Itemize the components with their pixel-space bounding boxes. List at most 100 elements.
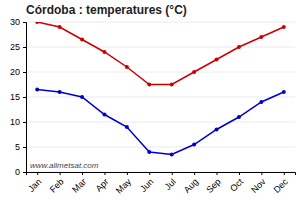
- tick-mark: [23, 97, 26, 98]
- tick-mark: [37, 172, 38, 175]
- tick: 0: [15, 167, 26, 177]
- marker: [215, 58, 219, 62]
- tick-mark: [149, 172, 150, 175]
- tick-label: Sep: [204, 177, 222, 195]
- line: [37, 90, 284, 155]
- tick: Jan: [26, 172, 43, 194]
- grid: [26, 22, 295, 172]
- tick-label: Jul: [163, 177, 178, 192]
- x-axis: Jan FebMar AprMay Jun Jul AugSep OctNovDec: [26, 172, 295, 196]
- marker: [215, 128, 219, 132]
- grid-line: [26, 72, 295, 73]
- tick-label: May: [114, 176, 133, 195]
- annotation: www.allmetsat.com: [30, 161, 99, 170]
- grid-line: [26, 22, 295, 23]
- marker: [259, 100, 263, 104]
- marker: [147, 150, 151, 154]
- tick-label: Jun: [138, 177, 155, 194]
- tick: Apr: [94, 172, 111, 194]
- title: Córdoba : temperatures (°C): [26, 3, 187, 17]
- chart: 0 5 10 15 20 25 30 Jan FebMar AprMay Jun Jul AugSep O…: [0, 0, 305, 200]
- tick: Jun: [138, 172, 155, 194]
- axis-line: [27, 173, 296, 176]
- marker: [58, 25, 62, 29]
- marker: [282, 25, 286, 29]
- grid-line: [26, 97, 295, 98]
- tick: Mar: [70, 172, 88, 195]
- tick-mark: [23, 172, 26, 173]
- tick-label: 5: [15, 142, 20, 152]
- tick: Jul: [163, 172, 178, 192]
- tick-mark: [23, 147, 26, 148]
- tick-mark: [261, 172, 262, 175]
- tick-label: 0: [15, 167, 20, 177]
- grid-line: [26, 147, 295, 148]
- tick: Dec: [272, 172, 291, 195]
- marker: [35, 88, 39, 92]
- tick-label: Nov: [249, 176, 268, 195]
- marker: [170, 153, 174, 157]
- tick-mark: [217, 172, 218, 175]
- axis-line: [23, 23, 27, 173]
- tick-mark: [104, 172, 105, 175]
- tick: Feb: [48, 172, 66, 195]
- marker: [125, 65, 129, 69]
- tick-mark: [82, 172, 83, 175]
- tick-mark: [23, 47, 26, 48]
- marker: [282, 90, 286, 94]
- markers: [35, 88, 286, 157]
- tick: 15: [10, 92, 26, 102]
- tick-mark: [127, 172, 128, 175]
- tick: Nov: [249, 172, 268, 195]
- tick-label: 15: [10, 92, 20, 102]
- tick-label: Dec: [272, 176, 291, 195]
- marker: [170, 83, 174, 87]
- markers: [35, 22, 286, 87]
- tick: Aug: [182, 172, 200, 195]
- marker: [58, 90, 62, 94]
- marker: [147, 83, 151, 87]
- tick: 25: [10, 42, 26, 52]
- tick: May: [114, 172, 133, 196]
- tick-label: Mar: [70, 177, 88, 195]
- tick-label: 30: [10, 17, 20, 27]
- marker: [80, 95, 84, 99]
- tick-mark: [23, 22, 26, 23]
- marker: [192, 70, 196, 74]
- plot-area: 0 5 10 15 20 25 30 Jan FebMar AprMay Jun Jul AugSep O…: [10, 17, 296, 195]
- grid-line: [26, 47, 295, 48]
- tick-label: Aug: [182, 177, 200, 195]
- marker: [80, 38, 84, 42]
- tick: 20: [10, 67, 26, 77]
- tick-label: Apr: [94, 177, 111, 194]
- y-axis: 0 5 10 15 20 25 30: [10, 17, 27, 177]
- tick-label: 20: [10, 67, 20, 77]
- tick-label: Oct: [228, 176, 245, 193]
- grid-line: [26, 122, 295, 123]
- marker: [35, 22, 39, 24]
- line: [37, 22, 284, 85]
- marker: [102, 50, 106, 54]
- tick: Oct: [228, 172, 245, 194]
- marker: [125, 125, 129, 129]
- marker: [102, 113, 106, 117]
- tick-label: 25: [10, 42, 20, 52]
- tick-mark: [23, 72, 26, 73]
- tick-mark: [239, 172, 240, 175]
- tick-label: Jan: [26, 177, 43, 194]
- marker: [237, 45, 241, 49]
- tick: Sep: [204, 172, 222, 195]
- tick-mark: [194, 172, 195, 175]
- tick: 30: [10, 17, 26, 27]
- tick-mark: [23, 122, 26, 123]
- tick-mark: [172, 172, 173, 175]
- tick-label: 10: [10, 117, 20, 127]
- marks: [35, 22, 286, 157]
- tick: 10: [10, 117, 26, 127]
- marker: [259, 35, 263, 39]
- marker: [192, 143, 196, 147]
- tick-mark: [284, 172, 285, 175]
- tick: 5: [15, 142, 26, 152]
- marker: [237, 115, 241, 119]
- tick-mark: [60, 172, 61, 175]
